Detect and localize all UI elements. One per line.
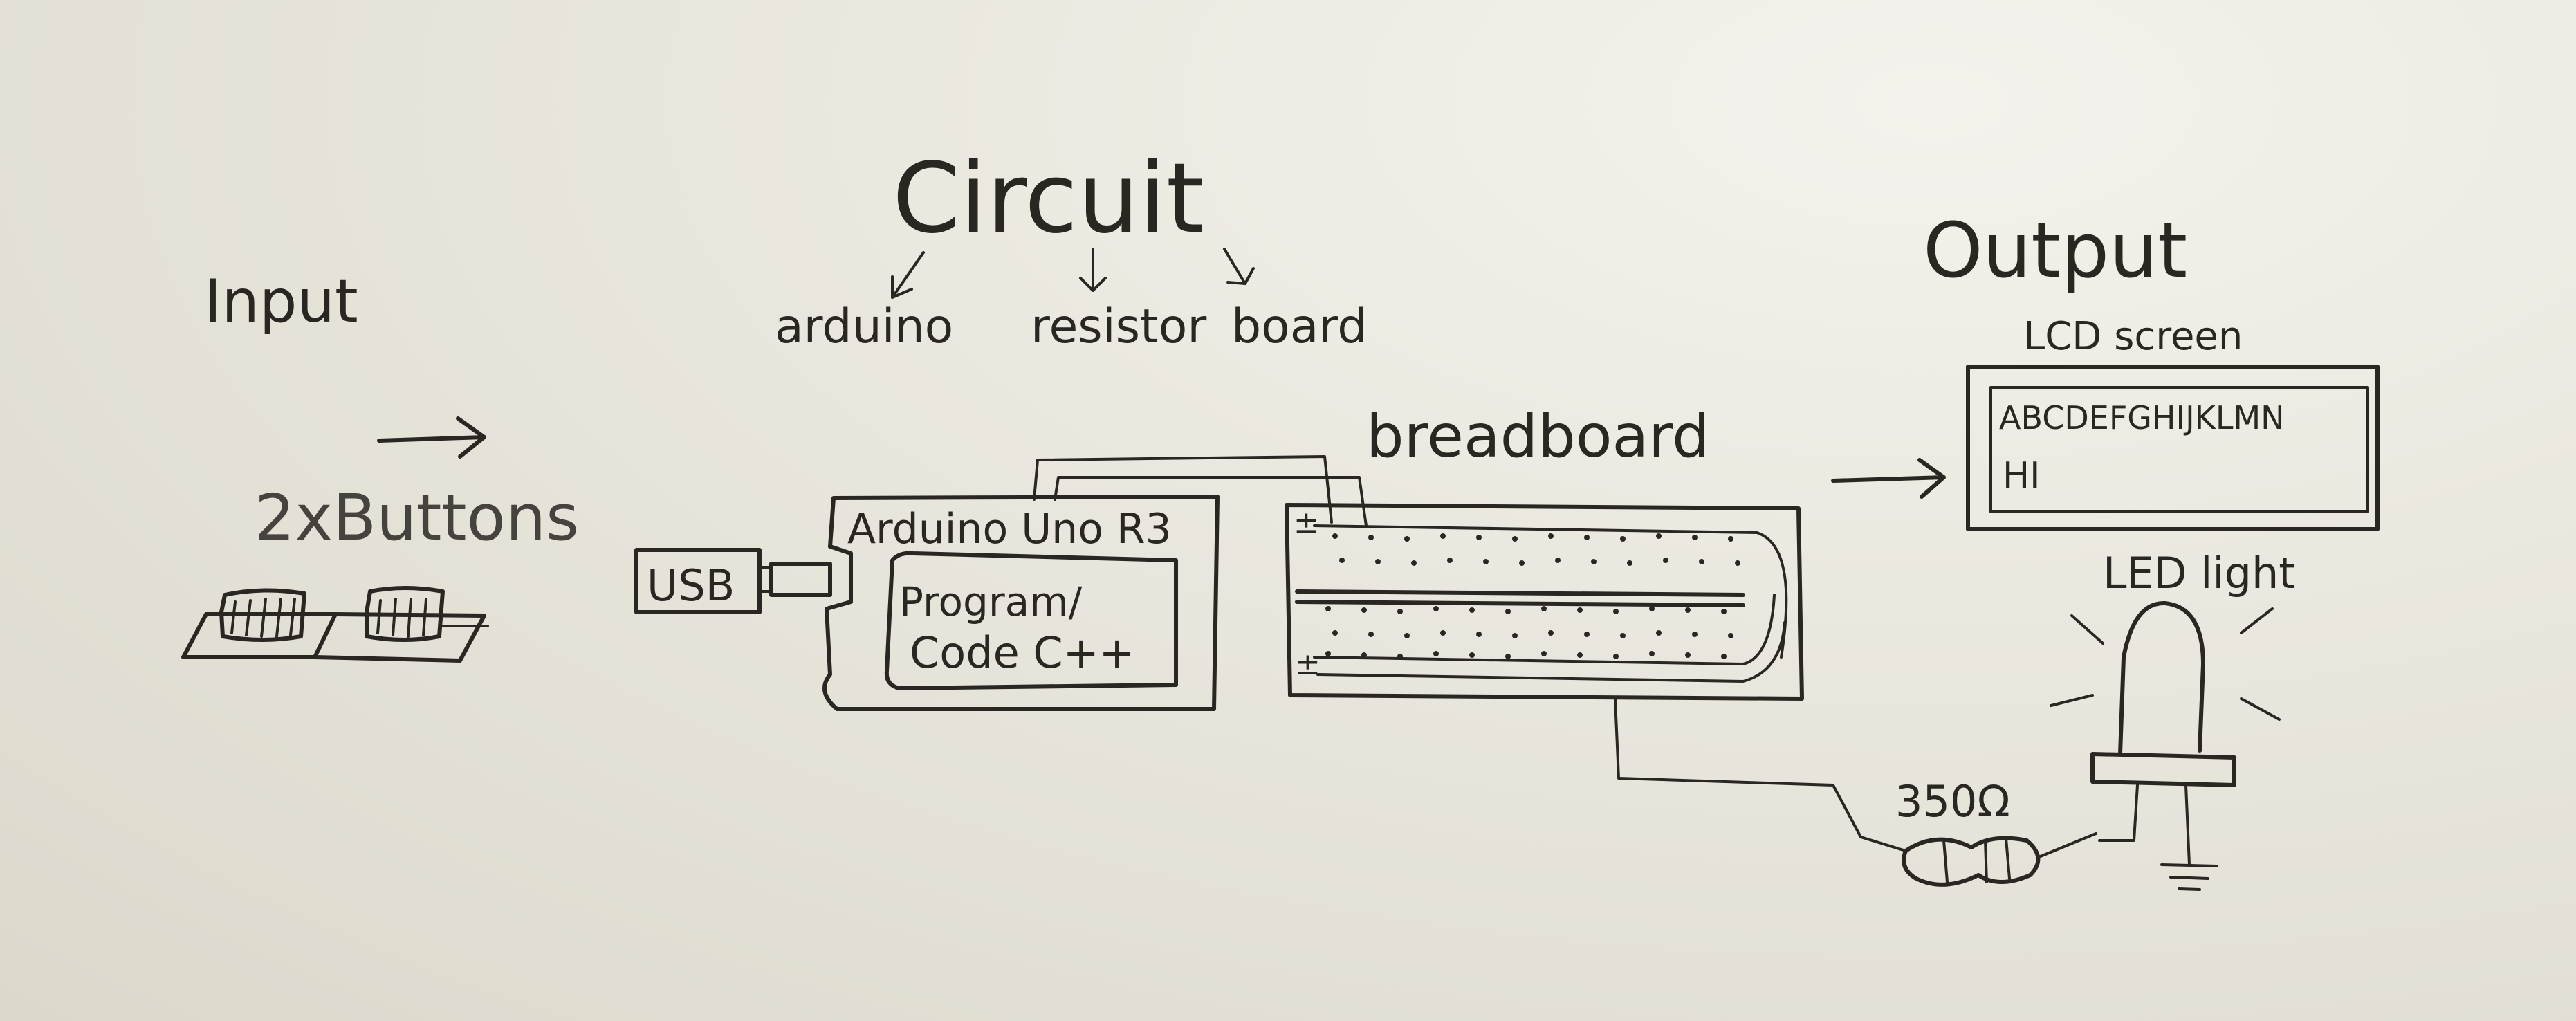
usb-connector: [634, 548, 832, 614]
resistor: [1902, 832, 2097, 887]
buttons-label: 2xButtons: [255, 481, 579, 555]
arduino-title: Arduino Uno R3: [847, 505, 1172, 553]
breadboard-hole: [1555, 558, 1561, 563]
breadboard-hole: [1361, 607, 1367, 613]
output-arrow: [1831, 458, 1946, 499]
breadboard-hole: [1584, 535, 1590, 540]
breadboard-hole: [1649, 606, 1655, 611]
led-light: [2050, 600, 2281, 891]
breadboard-hole: [1505, 654, 1511, 659]
breadboard-hole: [1728, 536, 1733, 542]
breadboard-hole: [1685, 607, 1691, 613]
lcd-line2: HI: [2003, 455, 2040, 497]
breadboard-hole: [1339, 558, 1345, 563]
breadboard-hole: [1541, 606, 1547, 611]
breadboard-hole: [1692, 535, 1698, 540]
breadboard-hole: [1692, 632, 1698, 637]
breadboard-hole: [1368, 632, 1374, 637]
breadboard-hole: [1699, 559, 1704, 564]
label-resistor: resistor: [1031, 300, 1206, 354]
breadboard-hole: [1433, 606, 1439, 611]
breadboard-hole: [1397, 609, 1403, 614]
breadboard-hole: [1404, 536, 1410, 542]
rail-sign-top: ±: [1294, 505, 1319, 540]
breadboard-hole: [1469, 607, 1475, 613]
breadboard-hole: [1541, 651, 1547, 656]
breadboard-hole: [1447, 558, 1453, 563]
breadboard-hole: [1519, 560, 1525, 566]
breadboard-hole: [1584, 632, 1590, 637]
breadboard-hole: [1577, 607, 1583, 613]
breadboard-hole: [1620, 536, 1626, 542]
breadboard-hole: [1469, 652, 1475, 658]
wire-1: [1033, 455, 1333, 524]
breadboard-holes: [1325, 533, 1740, 659]
breadboard-hole: [1728, 633, 1733, 638]
breadboard-hole: [1332, 630, 1338, 636]
breadboard-hole: [1613, 609, 1619, 614]
breadboard-hole: [1721, 609, 1727, 614]
breadboard-hole: [1649, 651, 1655, 656]
breadboard-hole: [1440, 533, 1446, 539]
breadboard-hole: [1483, 559, 1489, 564]
breadboard-hole: [1721, 654, 1727, 659]
breadboard-hole: [1440, 630, 1446, 636]
program-line1: Program/: [899, 578, 1083, 625]
breadboard-hole: [1411, 560, 1417, 566]
breadboard: [1285, 503, 1804, 701]
breadboard-hole: [1613, 654, 1619, 659]
breadboard-hole: [1512, 633, 1518, 638]
input-heading: Input: [204, 267, 358, 336]
breadboard-hole: [1685, 652, 1691, 658]
resistor-value: 350Ω: [1895, 776, 2010, 827]
breadboard-hole: [1404, 633, 1410, 638]
breadboard-hole: [1627, 560, 1632, 566]
push-buttons: [181, 586, 489, 663]
breadboard-hole: [1325, 651, 1331, 656]
lcd-screen: [1966, 365, 2380, 531]
lcd-line1: ABCDEFGHIJKLMN: [1999, 399, 2285, 436]
breadboard-hole: [1512, 536, 1518, 542]
breadboard-hole: [1476, 632, 1482, 637]
breadboard-hole: [1548, 533, 1554, 539]
arduino-uno-board: [822, 495, 1220, 711]
breadboard-hole: [1591, 559, 1597, 564]
label-arduino: arduino: [775, 300, 953, 354]
breadboard-hole: [1656, 630, 1662, 636]
rail-sign-bottom: ±: [1295, 647, 1321, 682]
breadboard-hole: [1663, 558, 1668, 563]
program-line2: Code C++: [910, 627, 1135, 678]
lcd-label: LCD screen: [2023, 314, 2243, 359]
breadboard-hole: [1735, 560, 1740, 566]
input-arrow: [377, 416, 486, 459]
breadboard-hole: [1397, 654, 1403, 659]
usb-label: USB: [647, 560, 735, 611]
wire-2: [1054, 476, 1368, 527]
breadboard-hole: [1505, 609, 1511, 614]
breadboard-hole: [1375, 559, 1381, 564]
breadboard-hole: [1656, 533, 1662, 539]
breadboard-hole: [1577, 652, 1583, 658]
breadboard-hole: [1361, 652, 1367, 658]
breadboard-hole: [1325, 606, 1331, 611]
diagram-title: Circuit: [892, 142, 1204, 255]
breadboard-hole: [1620, 633, 1626, 638]
wire-to-resistor: [1614, 697, 1907, 852]
title-arrows: [891, 248, 1255, 299]
breadboard-hole: [1368, 535, 1374, 540]
breadboard-label: breadboard: [1366, 402, 1710, 471]
output-heading: Output: [1923, 206, 2187, 295]
label-board: board: [1231, 300, 1367, 354]
breadboard-hole: [1476, 535, 1482, 540]
breadboard-hole: [1332, 533, 1338, 539]
breadboard-hole: [1433, 651, 1439, 656]
breadboard-hole: [1548, 630, 1554, 636]
led-label: LED light: [2103, 548, 2296, 598]
